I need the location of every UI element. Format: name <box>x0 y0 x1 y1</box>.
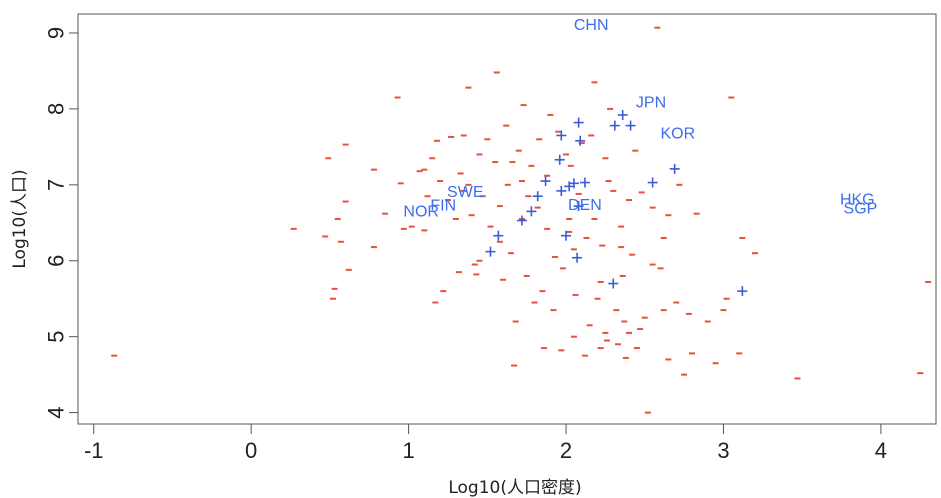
plus-point <box>737 286 748 297</box>
plus-point <box>556 185 567 196</box>
y-tick-label: 7 <box>44 179 69 191</box>
country-label: FIN <box>430 198 456 215</box>
plus-point <box>575 135 586 146</box>
plus-point <box>526 206 537 217</box>
plus-point <box>647 177 658 188</box>
country-label: DEN <box>568 197 602 214</box>
plus-point <box>617 109 628 120</box>
x-tick-label: 0 <box>245 438 257 463</box>
x-axis: -1 0 1 2 3 4 <box>84 424 887 463</box>
y-tick-label: 6 <box>44 255 69 267</box>
country-label: HKG <box>840 192 875 209</box>
x-axis-title: Log10(人口密度) <box>448 478 581 498</box>
country-label: SWE <box>447 184 483 201</box>
plus-point <box>554 154 565 165</box>
data-marks <box>111 26 932 414</box>
y-axis-title: Log10(人口) <box>10 169 30 268</box>
plus-point <box>608 278 619 289</box>
plus-point <box>579 177 590 188</box>
plus-point <box>625 120 636 131</box>
y-tick-label: 5 <box>44 331 69 343</box>
plus-point <box>572 252 583 263</box>
plus-point <box>573 201 584 212</box>
country-label: NOR <box>403 204 439 221</box>
y-axis: 4 5 6 7 8 9 <box>44 27 78 419</box>
plus-point <box>573 117 584 128</box>
x-tick-label: -1 <box>84 438 104 463</box>
plus-point <box>540 176 551 187</box>
country-label: CHN <box>574 17 609 34</box>
country-label: SGP <box>844 201 878 218</box>
plus-point <box>532 191 543 202</box>
plus-point <box>556 130 567 141</box>
x-tick-label: 1 <box>402 438 414 463</box>
plus-point <box>568 178 579 189</box>
plus-point <box>493 230 504 241</box>
x-tick-label: 2 <box>560 438 572 463</box>
plus-point <box>669 163 680 174</box>
plus-point <box>516 215 527 226</box>
y-tick-label: 8 <box>44 103 69 115</box>
x-tick-label: 3 <box>717 438 729 463</box>
x-tick-label: 4 <box>875 438 887 463</box>
country-label: KOR <box>660 125 695 142</box>
y-tick-label: 4 <box>44 406 69 418</box>
y-tick-label: 9 <box>44 27 69 39</box>
country-label: JPN <box>636 94 666 111</box>
plus-point <box>485 246 496 257</box>
plus-point <box>609 120 620 131</box>
plot-frame <box>77 13 937 425</box>
plus-point <box>561 230 572 241</box>
